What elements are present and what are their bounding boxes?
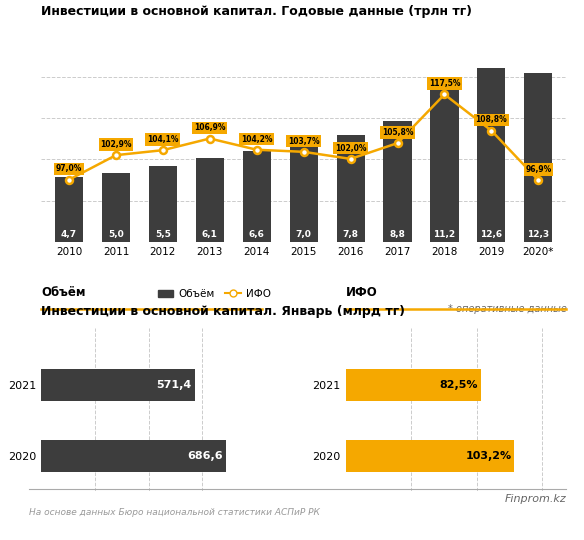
Text: На основе данных Бюро национальной статистики АСПиР РК: На основе данных Бюро национальной стати… [29,508,320,517]
Text: * оперативные данные: * оперативные данные [447,304,566,314]
Bar [290,146,318,242]
Bar [41,369,195,401]
Bar [346,369,481,401]
Bar [102,173,130,242]
Bar [430,88,458,242]
Text: 12,6: 12,6 [480,231,502,239]
Text: 108,8%: 108,8% [475,116,507,124]
Bar [524,72,552,242]
Text: 97,0%: 97,0% [56,165,82,173]
Text: 5,0: 5,0 [108,231,124,239]
Text: Инвестиции в основной капитал. Январь (млрд тг): Инвестиции в основной капитал. Январь (м… [41,305,405,318]
Text: 6,6: 6,6 [249,231,265,239]
Text: Объём: Объём [41,286,85,299]
Text: 105,8%: 105,8% [382,128,413,137]
Text: 102,0%: 102,0% [335,144,366,153]
Bar [346,440,515,472]
Bar [41,440,226,472]
Text: Finprom.kz: Finprom.kz [505,494,566,504]
Text: 103,7%: 103,7% [288,137,319,146]
Bar [384,121,412,242]
Text: 12,3: 12,3 [527,231,550,239]
Text: 102,9%: 102,9% [100,140,132,149]
Text: 5,5: 5,5 [155,231,171,239]
Text: 96,9%: 96,9% [525,165,551,174]
Bar [149,166,177,242]
Text: 571,4: 571,4 [157,380,192,390]
Text: 117,5%: 117,5% [429,79,460,88]
Bar [243,151,271,242]
Bar [477,69,506,242]
Text: 103,2%: 103,2% [466,451,512,461]
Bar [55,177,83,242]
Text: 686,6: 686,6 [187,451,223,461]
Text: 104,2%: 104,2% [241,134,273,144]
Text: 4,7: 4,7 [61,231,77,239]
Text: 82,5%: 82,5% [440,380,478,390]
Text: 7,0: 7,0 [296,231,312,239]
Text: 106,9%: 106,9% [194,123,225,132]
Text: 8,8: 8,8 [390,231,405,239]
Bar [196,158,224,242]
Bar [336,134,364,242]
Text: 7,8: 7,8 [343,231,359,239]
Legend: Объём, ИФО: Объём, ИФО [154,285,275,303]
Text: 6,1: 6,1 [202,231,218,239]
Text: Инвестиции в основной капитал. Годовые данные (трлн тг): Инвестиции в основной капитал. Годовые д… [41,5,472,18]
Text: 11,2: 11,2 [433,231,456,239]
Text: ИФО: ИФО [346,286,377,299]
Text: 104,1%: 104,1% [147,135,179,144]
